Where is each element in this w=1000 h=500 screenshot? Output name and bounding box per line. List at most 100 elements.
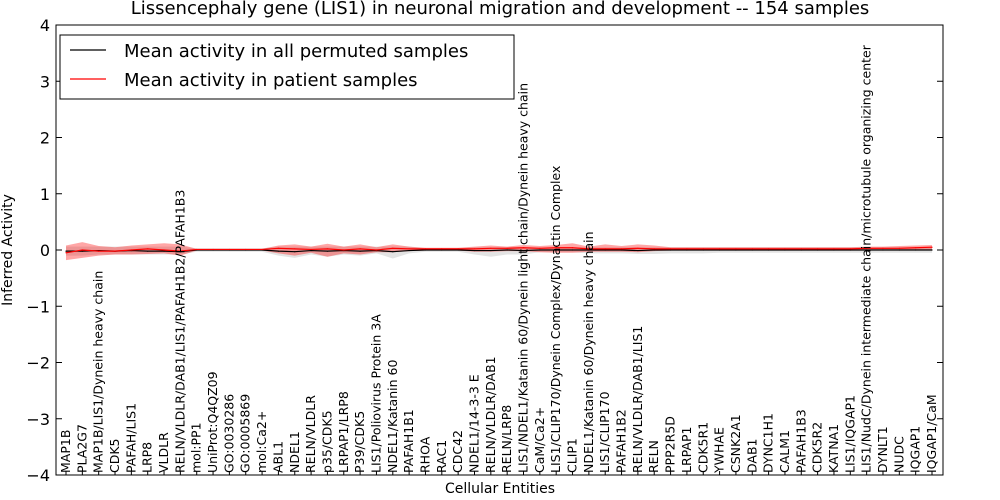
- x-tick-label: ABL1: [270, 441, 285, 473]
- point-patient: [457, 248, 459, 250]
- point-permuted: [882, 249, 884, 251]
- point-patient: [604, 248, 606, 250]
- x-tick-label: MAP1B: [58, 430, 73, 473]
- point-patient: [408, 248, 410, 250]
- point-patient: [653, 248, 655, 250]
- point-patient: [898, 247, 900, 249]
- y-tick-label: 4: [40, 16, 50, 35]
- point-permuted: [653, 249, 655, 251]
- x-tick-label: YWHAE: [712, 427, 727, 474]
- point-patient: [833, 248, 835, 250]
- point-patient: [686, 248, 688, 250]
- x-tick-label: LIS1/Poliovirus Protein 3A: [368, 314, 383, 473]
- point-permuted: [604, 249, 606, 251]
- x-tick-label: CDK5: [107, 438, 122, 473]
- point-permuted: [359, 250, 361, 252]
- point-patient: [179, 250, 181, 252]
- y-tick-label: −2: [26, 354, 50, 373]
- x-tick-label: PAFAH/LIS1: [123, 403, 138, 473]
- point-permuted: [718, 249, 721, 251]
- point-patient: [310, 248, 312, 251]
- x-tick-label: DYNLT1: [875, 426, 890, 473]
- x-tick-label: RELN/VLDLR/DAB1/LIS1/PAFAH1B2/PAFAH1B3: [172, 190, 187, 473]
- point-patient: [490, 247, 492, 249]
- point-patient: [588, 248, 590, 250]
- legend-label-permuted: Mean activity in all permuted samples: [124, 41, 468, 62]
- point-permuted: [147, 250, 149, 252]
- point-patient: [735, 248, 737, 250]
- point-permuted: [506, 249, 508, 251]
- point-permuted: [441, 249, 443, 251]
- x-tick-label: NDEL1/14-3-3 E: [466, 374, 481, 473]
- point-permuted: [702, 249, 704, 251]
- point-permuted: [555, 249, 557, 251]
- point-permuted: [81, 250, 83, 252]
- x-tick-label: mol:Ca2+: [254, 411, 269, 473]
- x-tick-label: MAP1B/LIS1/Dynein heavy chain: [91, 271, 106, 473]
- point-permuted: [163, 250, 165, 252]
- point-permuted: [588, 249, 590, 251]
- point-patient: [817, 248, 819, 250]
- point-permuted: [735, 249, 737, 251]
- x-tick-label: CSNK2A1: [728, 414, 743, 473]
- point-patient: [669, 248, 672, 250]
- x-tick-label: LRPAP1: [679, 427, 694, 473]
- x-tick-label: P39/CDK5: [352, 411, 367, 473]
- x-tick-label: LIS1/NudC/Dynein intermediate chain/micr…: [859, 44, 874, 473]
- point-permuted: [751, 249, 753, 251]
- x-tick-label: RELN/VLDLR/DAB1: [483, 356, 498, 473]
- point-patient: [163, 249, 165, 251]
- point-permuted: [539, 249, 541, 251]
- x-tick-label: LIS1/CLIP170/Dynein Complex/Dynactin Com…: [548, 166, 563, 473]
- point-permuted: [620, 249, 623, 251]
- x-tick-label: CDK5R1: [695, 422, 710, 473]
- x-tick-label: NDEL1/Katanin 60/Dynein heavy chain: [581, 231, 596, 473]
- x-tick-label: mol:PP1: [189, 422, 204, 473]
- point-patient: [768, 248, 770, 250]
- point-permuted: [392, 251, 394, 253]
- x-tick-label: CALM1: [777, 430, 792, 473]
- y-tick-label: 1: [40, 185, 50, 204]
- x-tick-label: RELN/VLDLR/DAB1/LIS1: [630, 326, 645, 473]
- x-tick-label: RAC1: [434, 440, 449, 473]
- point-patient: [702, 248, 704, 250]
- legend-label-patient: Mean activity in patient samples: [124, 70, 418, 91]
- point-patient: [212, 248, 214, 251]
- point-patient: [571, 247, 574, 249]
- point-permuted: [669, 249, 672, 251]
- point-permuted: [473, 249, 476, 252]
- point-patient: [114, 250, 116, 252]
- point-permuted: [686, 249, 688, 251]
- point-permuted: [522, 249, 525, 252]
- y-axis-label: Inferred Activity: [0, 194, 16, 306]
- y-tick-label: 2: [40, 129, 50, 148]
- x-tick-label: CDC42: [450, 430, 465, 473]
- x-tick-label: NUDC: [891, 436, 906, 473]
- point-patient: [147, 248, 149, 250]
- point-permuted: [326, 250, 329, 252]
- point-permuted: [424, 249, 427, 251]
- point-permuted: [637, 249, 639, 252]
- point-permuted: [294, 251, 296, 253]
- point-permuted: [310, 249, 312, 252]
- point-patient: [539, 247, 541, 249]
- x-tick-label: DAB1: [744, 439, 759, 474]
- point-permuted: [571, 249, 574, 251]
- legend-box: [59, 34, 515, 100]
- point-patient: [784, 248, 786, 250]
- point-patient: [620, 248, 623, 250]
- x-tick-label: RELN/VLDLR: [303, 395, 318, 473]
- x-tick-label: CaM/Ca2+: [532, 407, 547, 473]
- point-patient: [65, 252, 67, 254]
- point-patient: [245, 248, 247, 251]
- point-permuted: [768, 249, 770, 251]
- x-tick-label: LIS1/NDEL1/Katanin 60/Dynein light chain…: [516, 83, 531, 473]
- x-tick-label: VLDLR: [156, 432, 171, 473]
- x-tick-label: UniProt:Q4QZ09: [205, 371, 220, 473]
- point-permuted: [817, 249, 819, 251]
- band-patient: [66, 242, 932, 261]
- point-patient: [915, 247, 917, 249]
- y-tick-label: 0: [40, 241, 50, 260]
- point-permuted: [408, 249, 410, 252]
